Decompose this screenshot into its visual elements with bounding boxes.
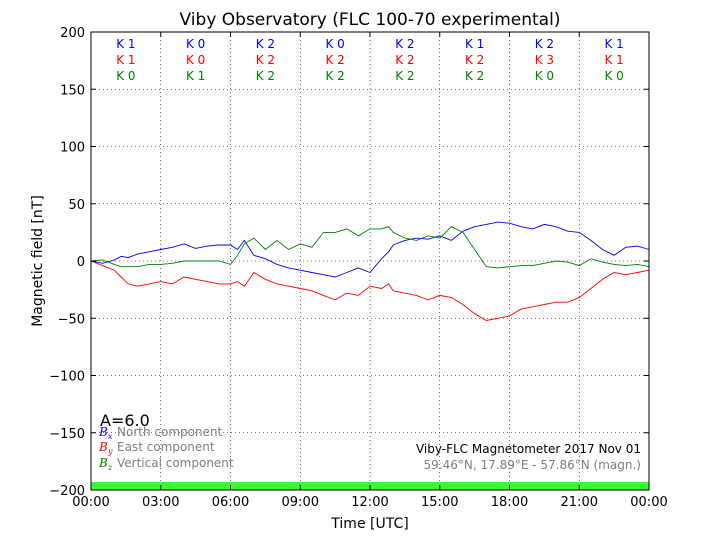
k-index-east: K 3 [535, 53, 554, 67]
series-line-vertical [90, 226, 650, 269]
legend-subscript: y [107, 447, 113, 456]
k-index-vertical: K 2 [325, 69, 344, 83]
legend-label: North component [117, 425, 223, 439]
x-tick-label: 03:00 [142, 495, 179, 510]
k-index-north: K 1 [604, 37, 623, 51]
x-tick-label: 00:00 [72, 495, 109, 510]
legend-label: East component [117, 440, 215, 454]
series-line-east [90, 260, 650, 321]
k-index-east: K 1 [604, 53, 623, 67]
y-tick-label: −100 [49, 370, 85, 385]
y-tick-label: 150 [60, 83, 85, 98]
y-tick-label: 50 [68, 198, 85, 213]
y-axis-label: Magnetic field [nT] [30, 195, 46, 327]
legend-subscript: x [108, 432, 113, 441]
chart-title: Viby Observatory (FLC 100-70 experimenta… [180, 10, 561, 30]
legend-subscript: z [107, 463, 113, 472]
k-index-east: K 2 [395, 53, 414, 67]
x-tick-label: 09:00 [282, 495, 319, 510]
k-index-vertical: K 2 [395, 69, 414, 83]
x-tick-label: 18:00 [491, 495, 528, 510]
k-index-north: K 2 [535, 37, 554, 51]
a-index-label: A=6.0 [100, 411, 150, 430]
k-index-east: K 1 [116, 53, 135, 67]
axis-ticks: 00:00 03:00 06:00 09:00 12:00 15:00 18:00 21:00… [49, 26, 667, 510]
x-tick-label: 06:00 [212, 495, 249, 510]
k-index-north: K 0 [325, 37, 344, 51]
x-axis-label: Time [UTC] [330, 516, 408, 532]
grid-lines [91, 32, 649, 490]
k-index-vertical: K 0 [535, 69, 554, 83]
coordinates-label: 59.46°N, 17.89°E - 57.86°N (magn.) [424, 458, 641, 472]
legend-symbol: B [98, 440, 108, 454]
k-index-north: K 1 [465, 37, 484, 51]
y-tick-label: −150 [49, 427, 85, 442]
k-index-vertical: K 0 [116, 69, 135, 83]
k-index-east: K 2 [325, 53, 344, 67]
x-tick-label: 15:00 [421, 495, 458, 510]
k-index-vertical: K 0 [604, 69, 623, 83]
y-tick-label: 100 [60, 141, 85, 156]
series-line-north [90, 221, 650, 278]
legend-label: Vertical component [117, 456, 234, 470]
k-index-east: K 2 [256, 53, 275, 67]
legend-symbol: B [98, 456, 108, 470]
series-layer [90, 221, 650, 321]
legend-symbol: B [98, 425, 108, 439]
x-tick-label: 12:00 [351, 495, 388, 510]
y-tick-label: 200 [60, 26, 85, 41]
k-index-north: K 2 [256, 37, 275, 51]
k-index-vertical: K 2 [256, 69, 275, 83]
k-index-north: K 1 [116, 37, 135, 51]
station-label: Viby-FLC Magnetometer 2017 Nov 01 [416, 442, 641, 456]
x-tick-label: 00:00 [630, 495, 667, 510]
k-index-north: K 2 [395, 37, 414, 51]
k-index-east: K 0 [186, 53, 205, 67]
k-index-north: K 0 [186, 37, 205, 51]
k-index-vertical: K 1 [186, 69, 205, 83]
k-index-vertical: K 2 [465, 69, 484, 83]
k-index-labels: K 1 K 0 K 2 K 0 K 2 K 1 K 2 K 1 K 1 K 0 K 2 K 2 K 2 K… [116, 37, 624, 83]
y-tick-label: −200 [49, 484, 85, 499]
k-index-east: K 2 [465, 53, 484, 67]
y-tick-label: −50 [58, 312, 85, 327]
y-tick-label: 0 [77, 255, 85, 270]
x-tick-label: 21:00 [561, 495, 598, 510]
